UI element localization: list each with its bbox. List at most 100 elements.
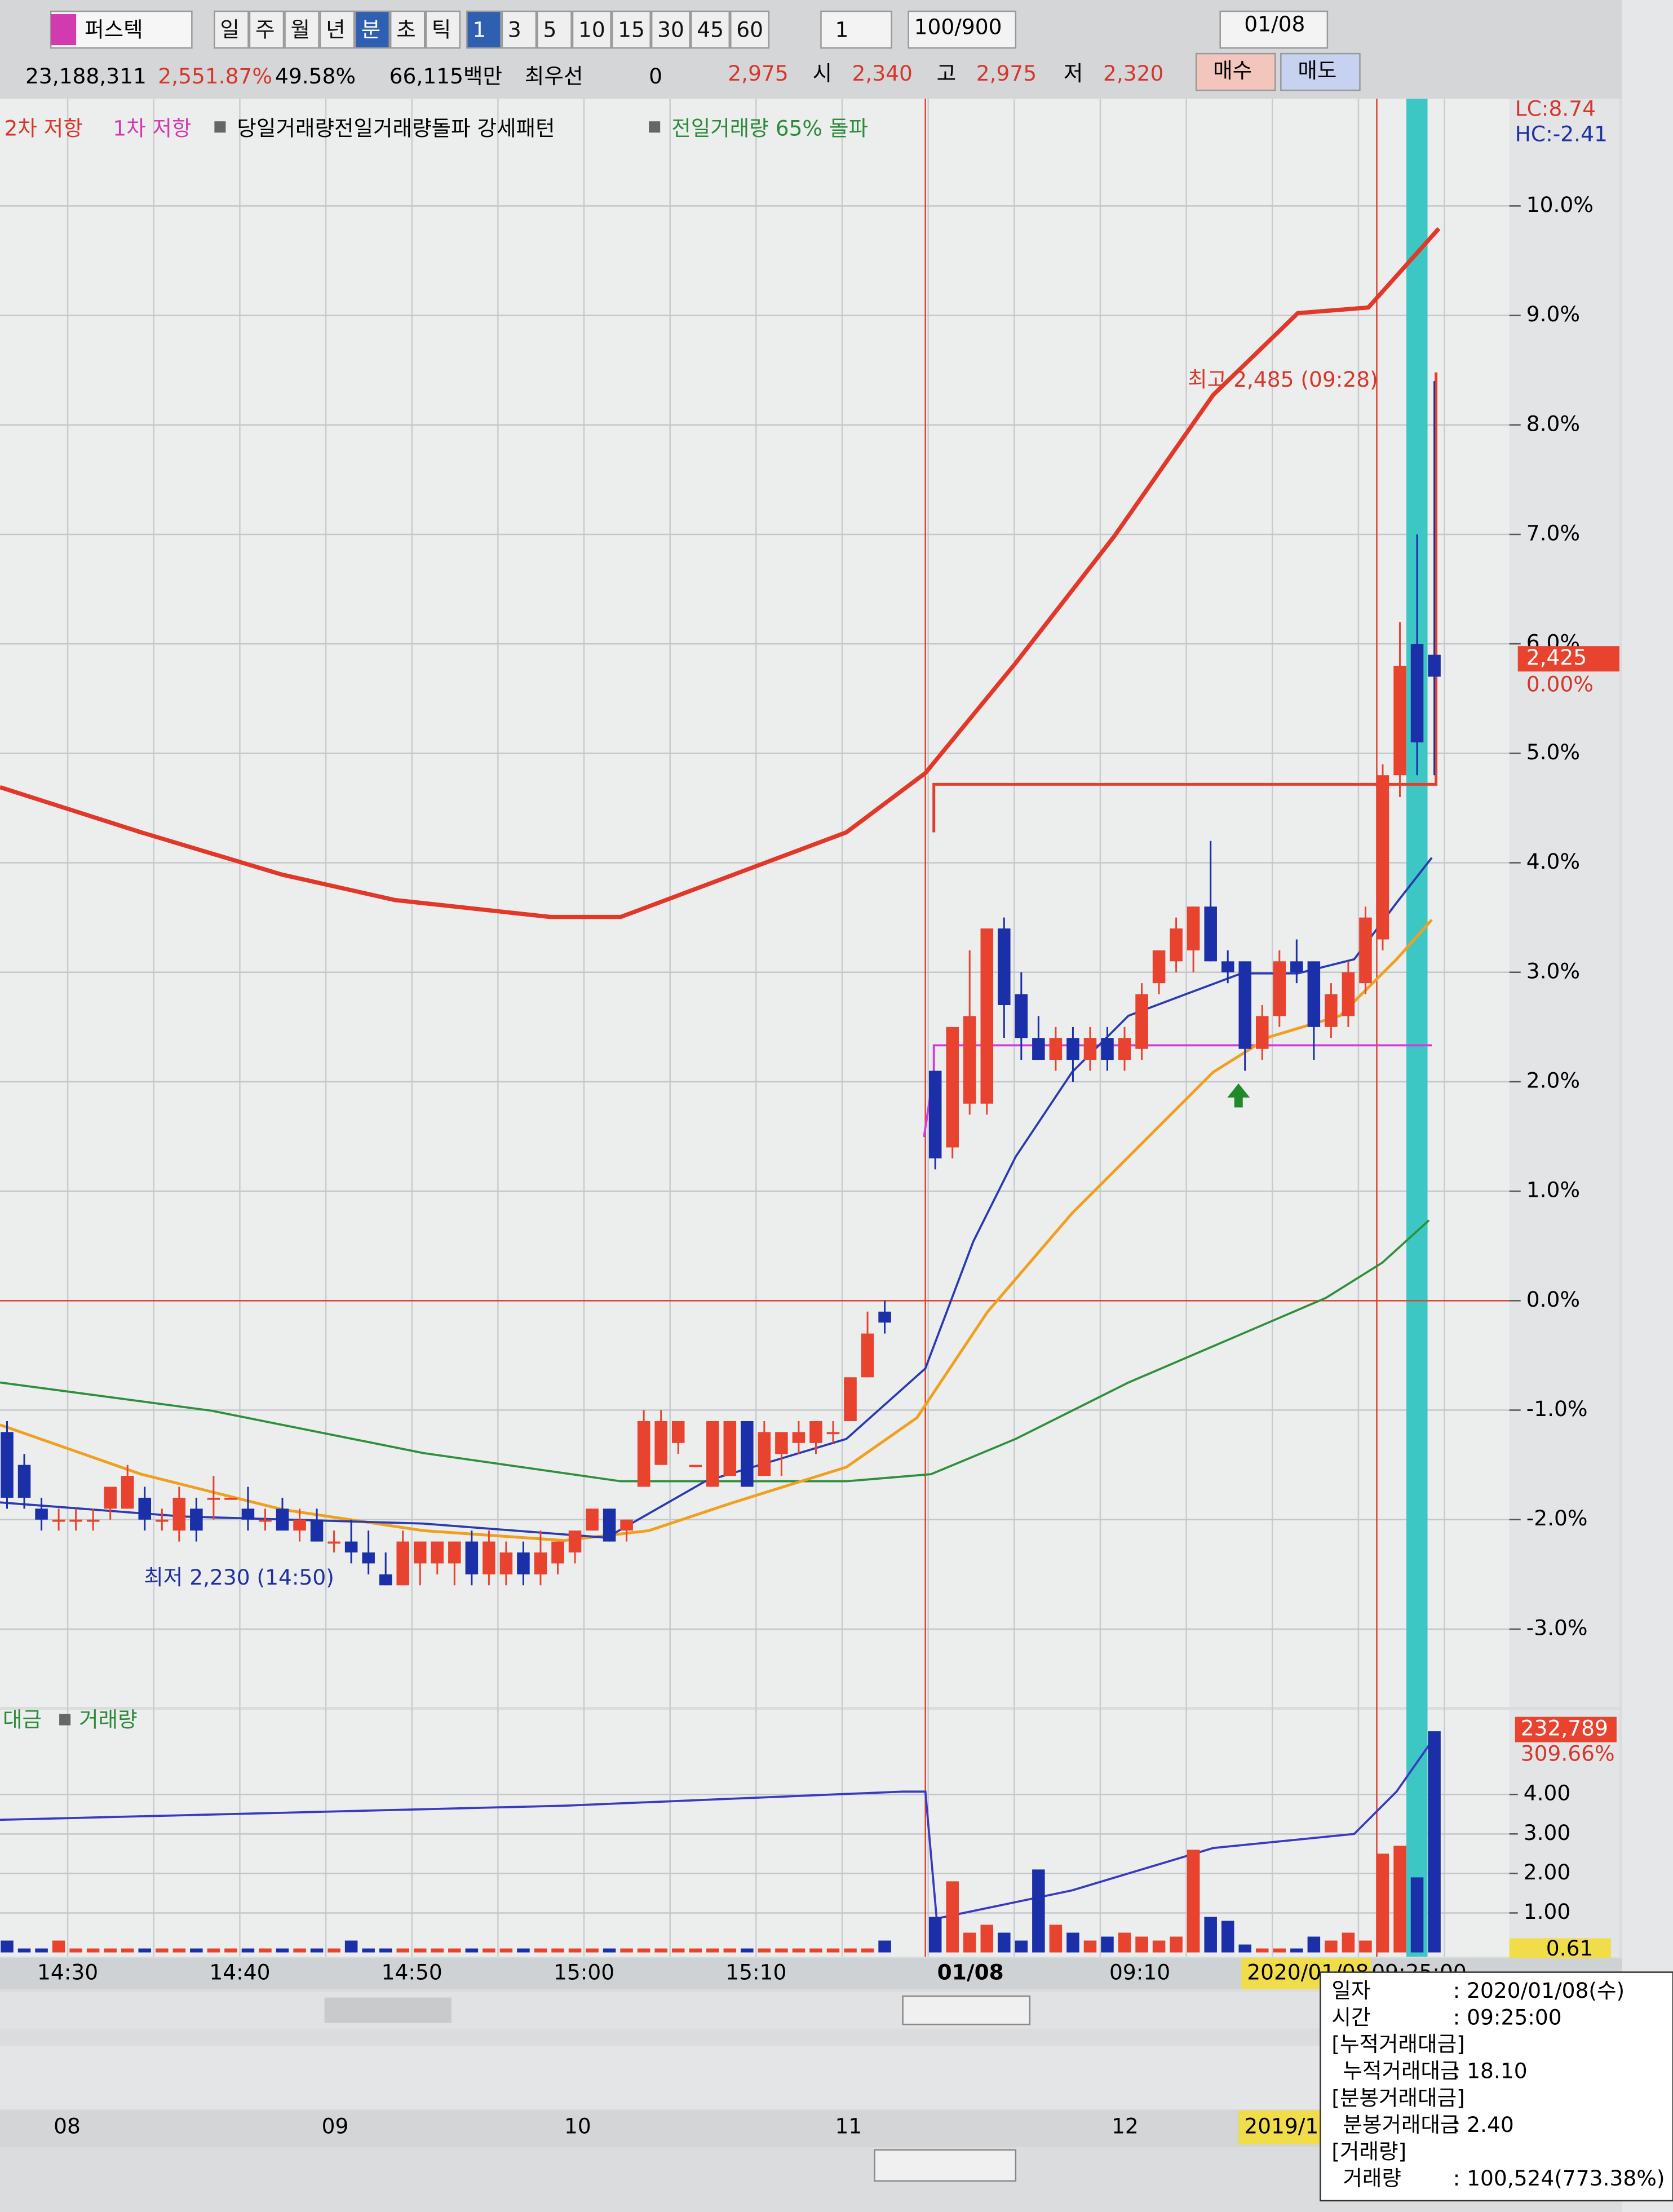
candle-body: [758, 1432, 771, 1476]
volume-bar: [1221, 1921, 1234, 1953]
period-button[interactable]: [249, 10, 285, 49]
volume-bar: [1187, 1850, 1200, 1953]
volume-bar: [1273, 1948, 1286, 1953]
candle-body: [1393, 666, 1406, 776]
playback-controls[interactable]: [902, 1995, 1031, 2025]
candle-body: [551, 1541, 564, 1564]
y-tick-label: 0.0%: [1526, 1287, 1580, 1312]
volume-bar: [190, 1948, 203, 1953]
period-button[interactable]: [214, 10, 249, 49]
candle-body: [86, 1519, 100, 1522]
volume-tick-label: 3.00: [1524, 1820, 1571, 1845]
buy-button[interactable]: [1195, 52, 1276, 91]
tooltip-value: : 09:25:00: [1453, 2005, 1562, 2030]
volume-bar: [1152, 1940, 1166, 1953]
overview-badge: [1238, 2110, 1326, 2144]
count-box[interactable]: [908, 10, 1017, 49]
candle-body: [121, 1476, 134, 1509]
period-button[interactable]: [284, 10, 320, 49]
volume-bar: [465, 1948, 479, 1953]
candle-body: [379, 1574, 392, 1586]
y-tick-label: 8.0%: [1526, 411, 1580, 436]
candle-body: [654, 1421, 667, 1465]
candle-body: [413, 1541, 427, 1564]
minute-button[interactable]: [572, 10, 612, 49]
volume-bar: [121, 1948, 134, 1953]
count: 100/900: [914, 15, 1002, 39]
candle-body: [1066, 1038, 1079, 1060]
tooltip-label: [거래량]: [1331, 2139, 1406, 2164]
volume-tick-label: 2.00: [1524, 1860, 1571, 1884]
candle-body: [946, 1027, 959, 1148]
multiplier-box[interactable]: [820, 10, 892, 49]
minute-button[interactable]: [501, 10, 537, 49]
volume-bar: [104, 1948, 117, 1953]
period-button[interactable]: [355, 10, 390, 49]
ma-long: [0, 1219, 1430, 1483]
volume-bar: [1307, 1936, 1321, 1953]
minute-button[interactable]: [611, 10, 651, 49]
candle-body: [637, 1421, 650, 1487]
tooltip-label: 시간: [1331, 2005, 1370, 2030]
volume-bar: [1032, 1869, 1045, 1953]
candle-body: [586, 1508, 599, 1531]
tooltip-label: 일자: [1331, 1978, 1370, 2003]
minute-label: 15: [618, 17, 645, 42]
overview-label: 11: [835, 2113, 862, 2138]
period-label: 주: [255, 17, 275, 42]
volume-bar: [1238, 1944, 1251, 1953]
candle-body: [156, 1519, 169, 1522]
period-button[interactable]: [319, 10, 355, 49]
candle-body: [396, 1541, 409, 1586]
y-tick-label: 3.0%: [1526, 958, 1580, 983]
tooltip: [1320, 1971, 1673, 2202]
tooltip-label: [누적거래대금]: [1331, 2032, 1464, 2056]
candle-body: [1256, 1016, 1269, 1049]
period-button[interactable]: [425, 10, 461, 49]
scroll-thumb[interactable]: [324, 1997, 452, 2023]
minute-button[interactable]: [466, 10, 502, 49]
volume-bar: [998, 1932, 1011, 1953]
x-tick-label: 01/08: [937, 1960, 1004, 1985]
overview-controls[interactable]: [874, 2149, 1017, 2182]
volume-bar: [86, 1948, 100, 1953]
volume-bar: [483, 1948, 495, 1953]
volume: 23,188,311: [25, 64, 147, 89]
minute-button[interactable]: [537, 10, 572, 49]
candle-body: [706, 1421, 719, 1487]
stock-name: 퍼스텍: [85, 17, 143, 42]
y-tick-label: 5.0%: [1526, 740, 1580, 764]
date: 01/08: [1244, 12, 1305, 37]
period-button[interactable]: [390, 10, 426, 49]
tooltip-value: : 100,524(773.38%): [1453, 2166, 1665, 2191]
minute-button[interactable]: [690, 10, 731, 49]
minute-button[interactable]: [650, 10, 691, 49]
y-tick-label: 7.0%: [1526, 520, 1580, 545]
volume-bar: [431, 1948, 444, 1953]
candle-body: [928, 1070, 942, 1158]
candle-body: [809, 1421, 822, 1443]
high-annotation: 최고 2,485 (09:28): [1188, 367, 1378, 392]
overview-label: 09: [322, 2113, 349, 2138]
candle-body: [878, 1311, 891, 1323]
volume-bar: [844, 1948, 857, 1953]
volume-tick-label: 1.00: [1524, 1899, 1571, 1924]
price: 2,975: [728, 61, 788, 86]
legend-breakout: 전일거래량 65% 돌파: [671, 116, 868, 141]
volume-bar: [1015, 1940, 1028, 1953]
volume-bar: [637, 1948, 650, 1953]
volume-bar: [1049, 1925, 1063, 1953]
sell-button[interactable]: [1280, 52, 1361, 91]
volume-axis-panel: [1509, 1710, 1619, 1957]
volume-bar: [809, 1948, 822, 1953]
volume-bar: [1204, 1917, 1217, 1953]
y-tick-label: -2.0%: [1526, 1506, 1588, 1530]
candle-body: [104, 1487, 117, 1509]
minute-button[interactable]: [730, 10, 770, 49]
date-box[interactable]: [1219, 10, 1329, 49]
candle-body: [1170, 928, 1183, 962]
tooltip-label: [분봉거래대금]: [1331, 2085, 1464, 2110]
candle-body: [1290, 961, 1303, 972]
volume-bar: [379, 1948, 392, 1953]
